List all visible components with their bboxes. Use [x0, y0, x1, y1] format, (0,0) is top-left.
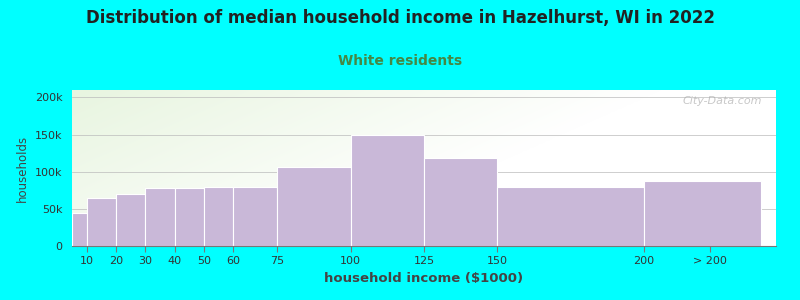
Bar	[174, 188, 204, 246]
Text: Distribution of median household income in Hazelhurst, WI in 2022: Distribution of median household income …	[86, 9, 714, 27]
Bar	[204, 187, 234, 246]
Bar	[116, 194, 146, 246]
Text: City-Data.com: City-Data.com	[682, 96, 762, 106]
X-axis label: household income ($1000): household income ($1000)	[325, 272, 523, 285]
Bar	[278, 167, 350, 246]
Text: White residents: White residents	[338, 54, 462, 68]
Bar	[234, 187, 278, 246]
Bar	[424, 158, 498, 246]
Bar	[498, 187, 644, 246]
Bar	[86, 198, 116, 246]
Bar	[644, 181, 762, 246]
Bar	[350, 135, 424, 246]
Bar	[146, 188, 174, 246]
Bar	[72, 213, 86, 246]
Y-axis label: households: households	[16, 134, 29, 202]
